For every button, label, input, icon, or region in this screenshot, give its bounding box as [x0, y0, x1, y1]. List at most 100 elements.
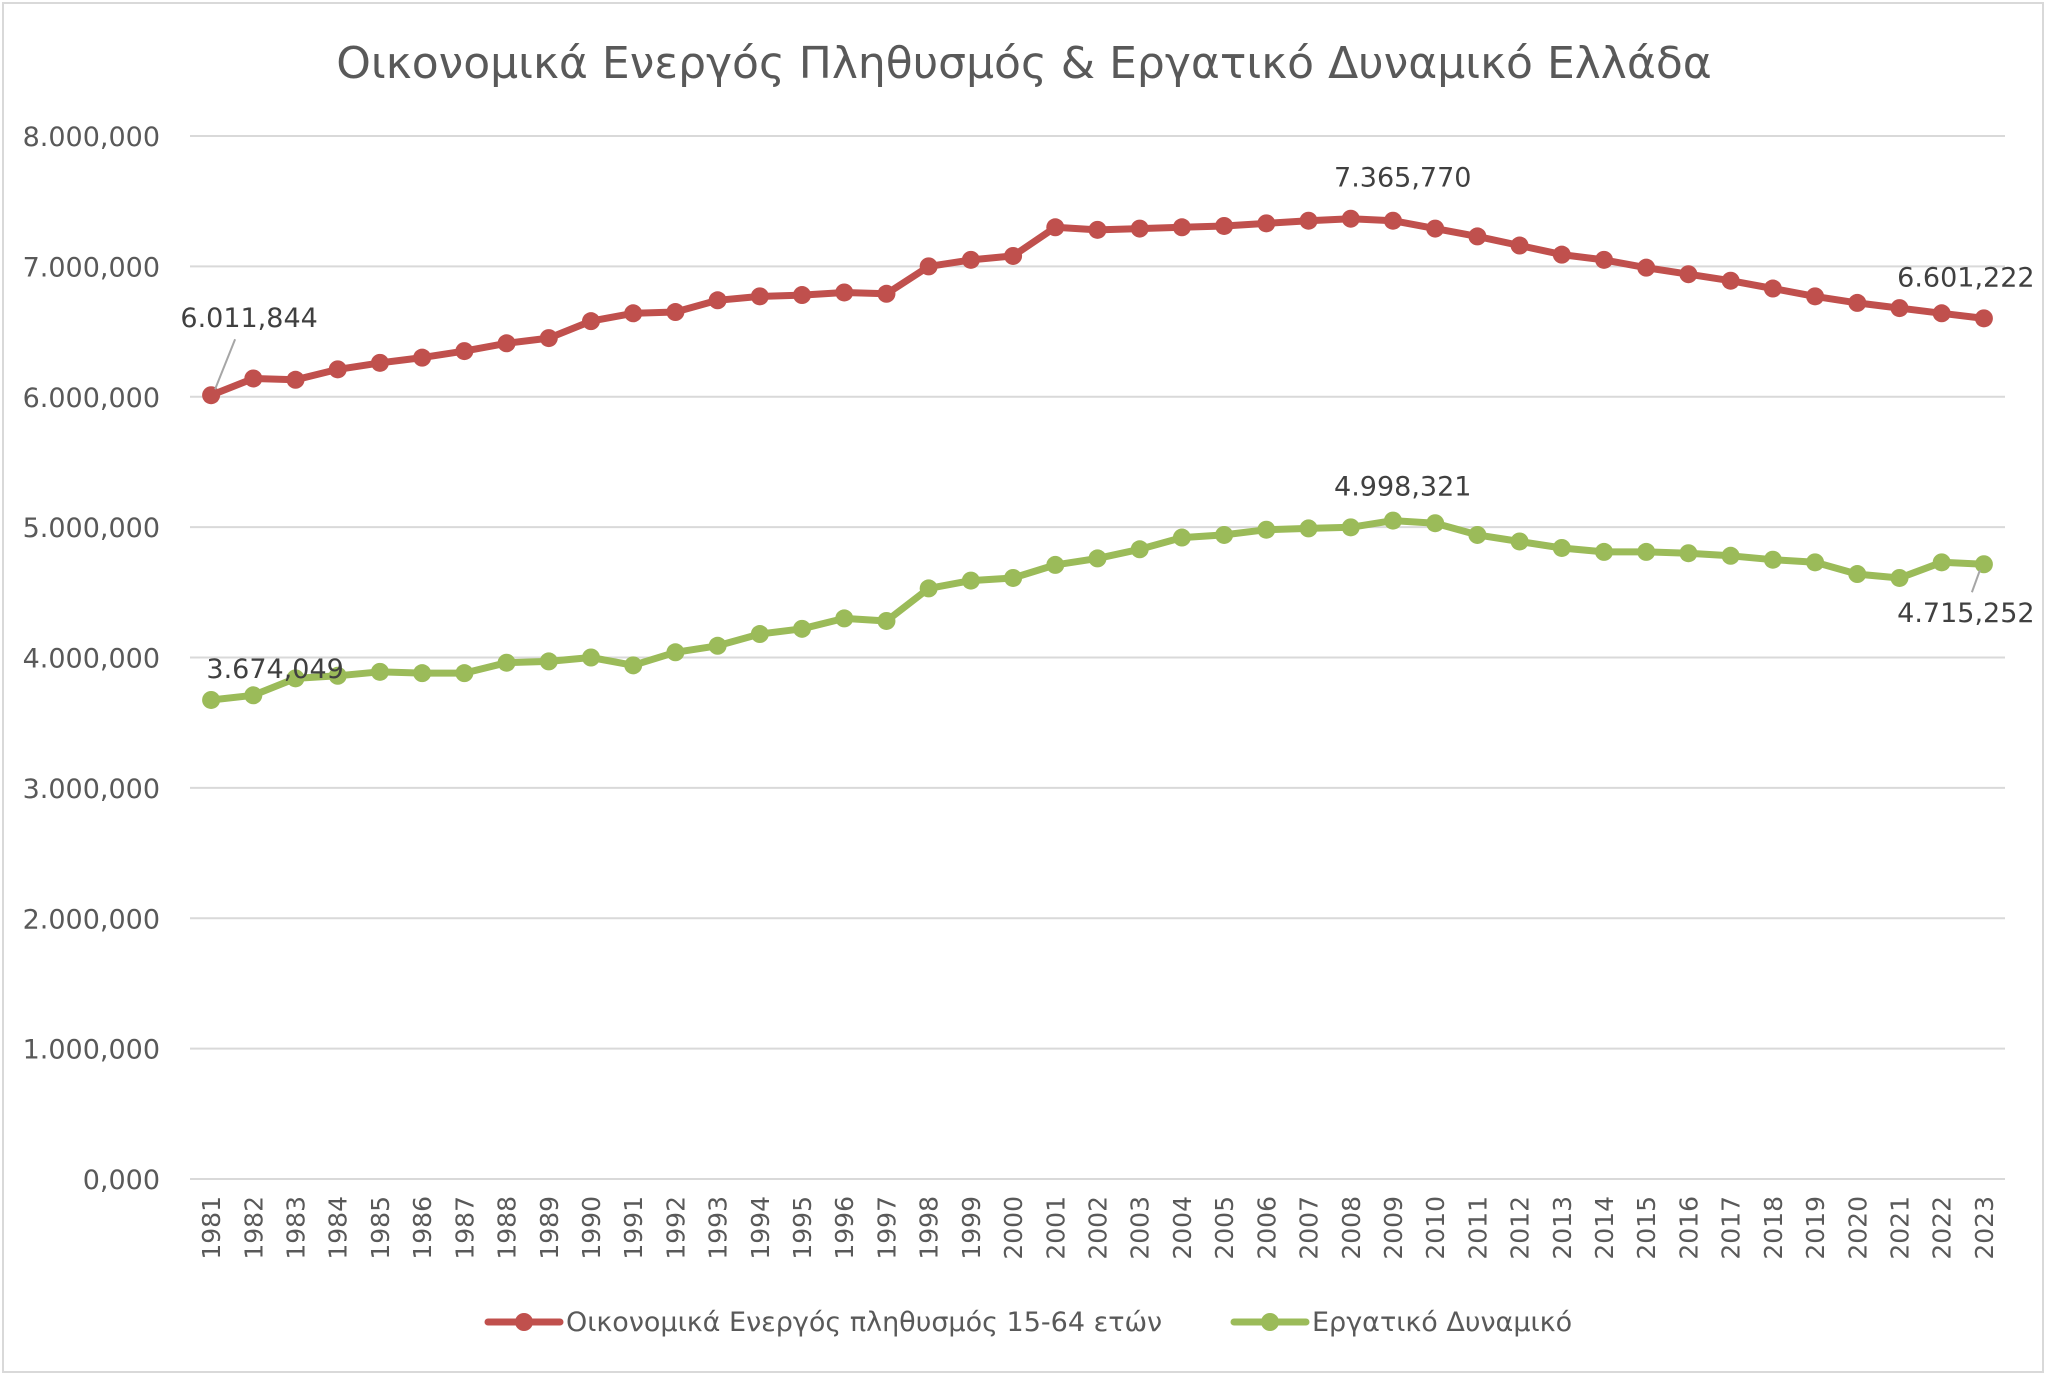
data-point [877, 284, 896, 303]
data-point [1004, 568, 1023, 587]
x-tick-label: 1994 [746, 1196, 775, 1260]
data-point [244, 369, 263, 388]
y-axis-tick-labels: 0,000 1.000,000 2.000,000 3.000,000 4.000,00… [23, 122, 160, 1196]
x-tick-label: 1992 [661, 1196, 690, 1260]
x-tick-label: 2008 [1337, 1196, 1366, 1260]
data-point [1890, 568, 1909, 587]
data-point [1806, 287, 1825, 306]
data-label: 6.601,222 [1897, 262, 2034, 293]
data-point [497, 334, 516, 353]
x-tick-label: 1987 [450, 1196, 479, 1260]
data-point [1552, 245, 1571, 264]
data-point [1046, 218, 1065, 237]
legend-label: Οικονομικά Ενεργός πληθυσμός 15-64 ετών [566, 1307, 1162, 1338]
data-point [1257, 214, 1276, 233]
x-tick-label: 1990 [577, 1196, 606, 1260]
data-point [708, 291, 727, 310]
x-tick-label: 1984 [324, 1196, 353, 1260]
data-point [1763, 279, 1782, 298]
data-point [1806, 553, 1825, 572]
data-point [1932, 553, 1951, 572]
x-tick-label: 1988 [493, 1196, 522, 1260]
data-point [1383, 511, 1402, 530]
x-tick-label: 1997 [872, 1196, 901, 1260]
data-point [1172, 218, 1191, 237]
x-tick-label: 2005 [1210, 1196, 1239, 1260]
data-point [624, 656, 643, 675]
data-point [1510, 236, 1529, 255]
data-labels: 6.011,844 7.365,770 6.601,222 3.674,049 4.99… [180, 163, 2034, 685]
legend-label: Εργατικό Δυναμικό [1312, 1307, 1572, 1338]
data-point [1299, 211, 1318, 230]
x-tick-label: 2012 [1506, 1196, 1535, 1260]
x-tick-label: 1981 [197, 1196, 226, 1260]
x-tick-label: 1999 [957, 1196, 986, 1260]
data-point [413, 664, 432, 683]
data-label: 6.011,844 [180, 303, 317, 334]
x-tick-label: 1998 [915, 1196, 944, 1260]
y-tick-label: 2.000,000 [23, 904, 160, 935]
data-point [835, 283, 854, 302]
data-point [1763, 550, 1782, 569]
x-tick-label: 2015 [1632, 1196, 1661, 1260]
data-point [1046, 555, 1065, 574]
x-tick-label: 2021 [1885, 1196, 1914, 1260]
data-point [1679, 544, 1698, 563]
data-point [961, 250, 980, 269]
x-tick-label: 2000 [999, 1196, 1028, 1260]
data-point [455, 342, 474, 361]
x-tick-label: 2018 [1759, 1196, 1788, 1260]
data-point [961, 571, 980, 590]
data-point [1468, 525, 1487, 544]
x-tick-label: 1985 [366, 1196, 395, 1260]
data-point [539, 329, 558, 348]
legend: Οικονομικά Ενεργός πληθυσμός 15-64 ετών Ε… [484, 1307, 1572, 1338]
data-point [202, 690, 221, 709]
data-point [1679, 265, 1698, 284]
x-tick-label: 2022 [1928, 1196, 1957, 1260]
x-tick-label: 2016 [1674, 1196, 1703, 1260]
data-point [1595, 250, 1614, 269]
x-tick-label: 2017 [1717, 1196, 1746, 1260]
x-tick-label: 1991 [619, 1196, 648, 1260]
data-point [750, 287, 769, 306]
x-tick-label: 2013 [1548, 1196, 1577, 1260]
data-point [1595, 542, 1614, 561]
data-point [1848, 293, 1867, 312]
y-tick-label: 1.000,000 [23, 1035, 160, 1066]
data-label: 4.998,321 [1334, 471, 1471, 502]
leader-line [1970, 569, 1981, 593]
x-tick-label: 2020 [1843, 1196, 1872, 1260]
data-point [666, 643, 685, 662]
data-point [455, 664, 474, 683]
y-tick-label: 0,000 [83, 1165, 160, 1196]
data-point [1257, 520, 1276, 539]
data-point [877, 611, 896, 630]
data-point [624, 304, 643, 323]
data-point [1088, 220, 1107, 239]
data-point [1637, 542, 1656, 561]
data-point [581, 312, 600, 331]
x-tick-label: 1996 [830, 1196, 859, 1260]
data-point [1974, 309, 1993, 328]
x-axis-tick-labels: 1981 1982 1983 1984 1985 1986 1987 1988 1989 1990… [197, 1196, 1999, 1260]
series-1 [202, 209, 1993, 405]
data-point [539, 652, 558, 671]
data-point [1426, 219, 1445, 238]
x-tick-label: 1993 [704, 1196, 733, 1260]
data-point [413, 348, 432, 367]
data-point [286, 370, 305, 389]
series-line [207, 517, 1988, 704]
data-point [1130, 540, 1149, 559]
series-2 [202, 511, 1993, 709]
x-tick-label: 1982 [239, 1196, 268, 1260]
x-tick-label: 2001 [1041, 1196, 1070, 1260]
data-point [370, 662, 389, 681]
data-point [1721, 546, 1740, 565]
data-point [1341, 209, 1360, 228]
data-point [793, 286, 812, 305]
data-point [370, 353, 389, 372]
data-point [666, 303, 685, 322]
data-point [1721, 271, 1740, 290]
